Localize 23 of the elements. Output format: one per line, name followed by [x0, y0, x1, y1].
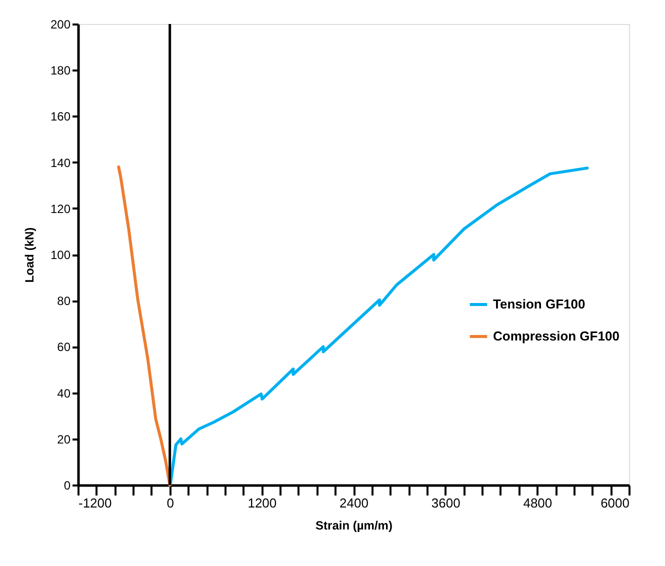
x-tick-label: 1200 — [248, 496, 277, 510]
y-tick-label: 160 — [50, 110, 71, 124]
y-tick-label: 40 — [57, 386, 71, 400]
x-tick-label: 3600 — [431, 496, 460, 510]
y-tick-label: 140 — [50, 156, 71, 170]
line-series — [117, 165, 172, 486]
legend-label: Compression GF100 — [493, 328, 620, 344]
y-tick-label: 60 — [57, 340, 71, 354]
x-tick-label: 0 — [166, 496, 174, 510]
y-tick-label: 20 — [57, 432, 71, 446]
y-tick-label: 100 — [50, 248, 71, 262]
x-axis-title: Strain (µm/m) — [316, 518, 392, 532]
y-tick-label: 180 — [50, 64, 71, 78]
x-tick-label: -1200 — [78, 496, 112, 510]
x-tick-label: 2400 — [340, 496, 368, 510]
y-tick-label: 0 — [64, 478, 71, 492]
y-tick-label: 120 — [50, 202, 71, 216]
y-tick-label: 200 — [50, 18, 71, 32]
y-tick-label: 80 — [57, 294, 71, 308]
x-tick-label: 6000 — [600, 496, 630, 510]
legend-label: Tension GF100 — [493, 296, 586, 312]
y-axis-title: Load (kN) — [22, 227, 36, 283]
x-tick-label: 4800 — [523, 496, 552, 510]
